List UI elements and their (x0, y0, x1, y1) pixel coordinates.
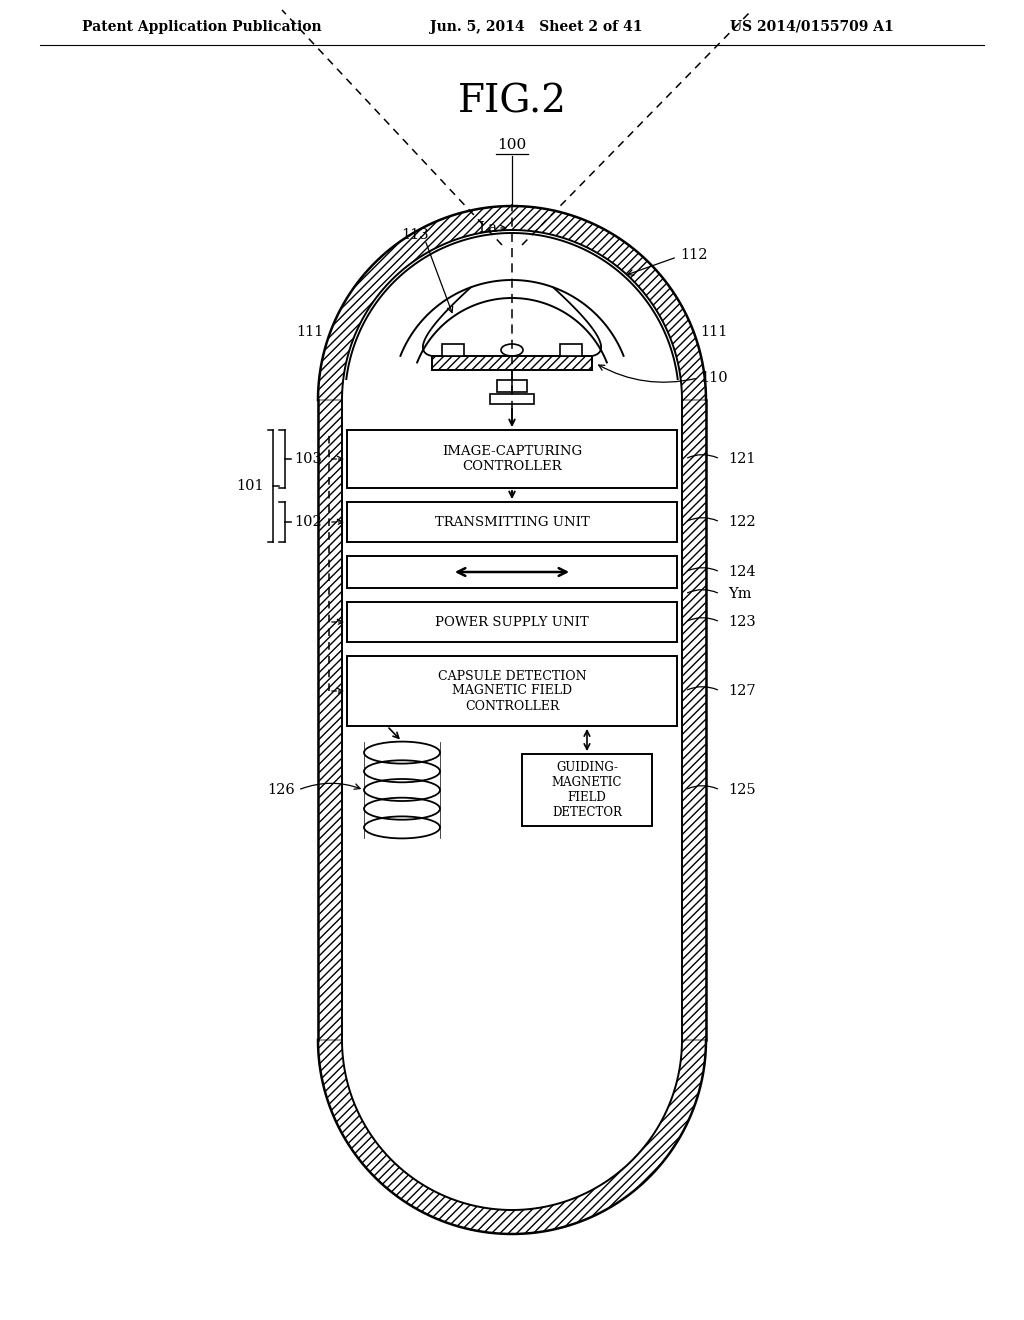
Text: FIG.2: FIG.2 (458, 83, 566, 120)
Text: La: La (478, 220, 497, 235)
FancyBboxPatch shape (442, 345, 464, 356)
FancyBboxPatch shape (522, 754, 652, 826)
Text: 113: 113 (401, 228, 429, 242)
Text: 125: 125 (728, 783, 756, 797)
Text: GUIDING-
MAGNETIC
FIELD
DETECTOR: GUIDING- MAGNETIC FIELD DETECTOR (552, 762, 623, 818)
Text: CAPSULE DETECTION
MAGNETIC FIELD
CONTROLLER: CAPSULE DETECTION MAGNETIC FIELD CONTROL… (437, 669, 587, 713)
Text: 127: 127 (728, 684, 756, 698)
Text: 100: 100 (498, 139, 526, 152)
Text: 121: 121 (728, 451, 756, 466)
Text: 123: 123 (728, 615, 756, 630)
Text: Jun. 5, 2014   Sheet 2 of 41: Jun. 5, 2014 Sheet 2 of 41 (430, 20, 642, 34)
Text: POWER SUPPLY UNIT: POWER SUPPLY UNIT (435, 615, 589, 628)
Text: 112: 112 (680, 248, 708, 261)
FancyBboxPatch shape (347, 556, 677, 587)
Text: 103: 103 (294, 451, 322, 466)
Text: 101: 101 (237, 479, 264, 492)
Text: 122: 122 (728, 515, 756, 529)
FancyBboxPatch shape (347, 430, 677, 488)
FancyBboxPatch shape (560, 345, 582, 356)
Text: 124: 124 (728, 565, 756, 579)
Text: 110: 110 (700, 371, 728, 385)
Text: 111: 111 (700, 325, 727, 339)
Text: Patent Application Publication: Patent Application Publication (82, 20, 322, 34)
Text: Ym: Ym (728, 587, 752, 601)
FancyBboxPatch shape (347, 502, 677, 543)
Text: 111: 111 (297, 325, 324, 339)
FancyBboxPatch shape (490, 393, 534, 404)
Text: US 2014/0155709 A1: US 2014/0155709 A1 (730, 20, 894, 34)
FancyBboxPatch shape (347, 656, 677, 726)
FancyBboxPatch shape (347, 602, 677, 642)
FancyBboxPatch shape (497, 380, 527, 392)
Text: 102: 102 (294, 515, 322, 529)
Text: TRANSMITTING UNIT: TRANSMITTING UNIT (434, 516, 590, 528)
Text: IMAGE-CAPTURING
CONTROLLER: IMAGE-CAPTURING CONTROLLER (442, 445, 582, 473)
Text: 126: 126 (267, 783, 295, 797)
